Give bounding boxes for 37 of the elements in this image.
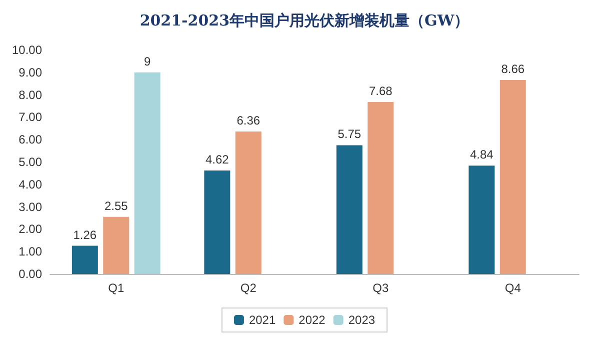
y-tick-label: 1.00 [18, 244, 42, 259]
data-label: 9 [144, 54, 151, 68]
y-tick-label: 10.00 [12, 43, 42, 57]
y-tick-label: 4.00 [18, 177, 42, 192]
bar [204, 170, 230, 274]
y-tick-label: 0.00 [18, 267, 42, 281]
bar [72, 246, 98, 274]
chart-title: 2021-2023年中国户用光伏新增装机量（GW） [140, 12, 470, 30]
data-label: 4.62 [205, 152, 230, 167]
x-tick-label: Q2 [240, 281, 257, 295]
data-label: 4.84 [470, 148, 494, 162]
legend-label: 2023 [348, 313, 376, 327]
bar [368, 102, 394, 274]
legend-label: 2022 [298, 313, 326, 327]
x-tick-label: Q4 [504, 281, 522, 295]
bar [336, 145, 362, 274]
x-tick-label: Q1 [108, 281, 124, 295]
bar [134, 72, 160, 274]
y-tick-label: 6.00 [18, 132, 42, 147]
data-label: 6.36 [236, 114, 260, 128]
y-tick-label: 5.00 [18, 155, 42, 169]
data-label: 7.68 [368, 84, 393, 98]
legend-label: 2021 [248, 313, 276, 327]
data-label: 5.75 [338, 127, 362, 142]
bar [468, 166, 495, 274]
data-label: 2.55 [104, 198, 128, 213]
y-tick-label: 9.00 [18, 65, 42, 80]
bar [235, 132, 262, 274]
y-tick-label: 3.00 [18, 200, 42, 214]
data-label: 8.66 [501, 62, 525, 76]
y-tick-label: 2.00 [18, 222, 42, 236]
data-label: 1.26 [73, 228, 97, 242]
bar [500, 80, 526, 274]
x-tick-label: Q3 [372, 281, 389, 295]
y-tick-label: 7.00 [18, 110, 42, 124]
y-tick-label: 8.00 [18, 88, 42, 102]
bar [103, 216, 130, 274]
